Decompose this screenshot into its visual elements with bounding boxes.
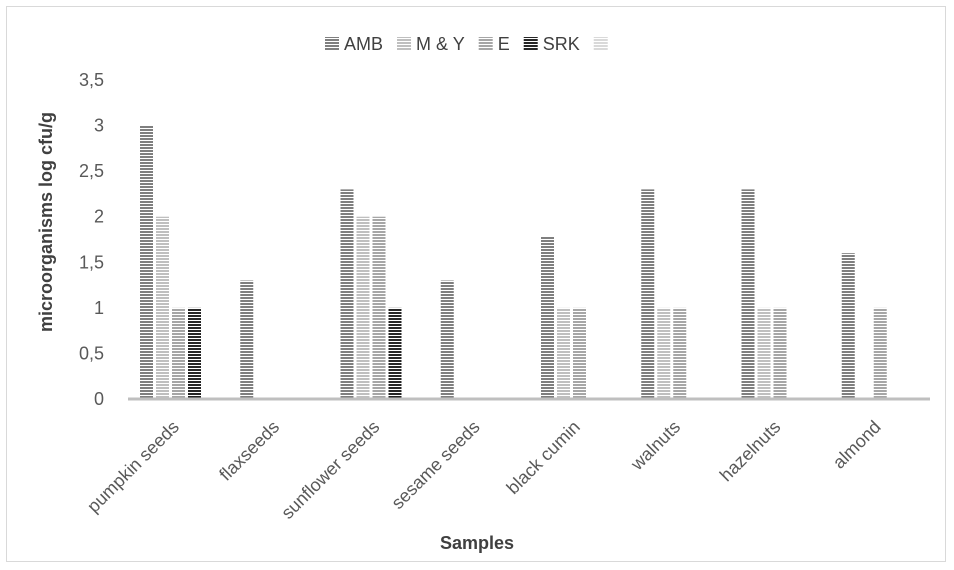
legend-label: M & Y: [416, 34, 465, 54]
y-tick-label: 2,5: [79, 161, 104, 181]
bar: [541, 236, 554, 399]
bar: [841, 253, 855, 399]
legend-swatch: [325, 37, 339, 51]
legend-label: E: [498, 34, 510, 54]
bar: [557, 307, 570, 399]
y-tick-label: 3,5: [79, 70, 104, 90]
bar: [741, 189, 755, 399]
bar: [156, 216, 169, 399]
legend-swatch: [478, 37, 493, 51]
bar: [356, 216, 370, 399]
bar: [140, 125, 153, 400]
bar: [172, 307, 185, 399]
bar: [673, 307, 687, 399]
bar: [757, 307, 771, 399]
legend-swatch: [523, 37, 538, 51]
legend-label: SRK: [543, 34, 580, 54]
x-tick-label: almond: [829, 417, 885, 473]
bar: [773, 307, 787, 399]
y-tick-label: 0: [94, 389, 104, 409]
y-axis-ticks: 0 0,5 1 1,5 2 2,5 3 3,5: [79, 70, 104, 409]
bar: [657, 307, 671, 399]
legend: AMB M & Y E SRK: [325, 34, 608, 54]
x-tick-label: sesame seeds: [387, 417, 483, 513]
y-axis-title: microorganisms log cfu/g: [36, 112, 56, 332]
bar: [240, 280, 254, 399]
bar: [873, 307, 887, 399]
x-tick-label: pumpkin seeds: [83, 417, 183, 517]
legend-label: AMB: [344, 34, 383, 54]
y-tick-label: 1,5: [79, 252, 104, 272]
y-tick-label: 1: [94, 298, 104, 318]
y-tick-label: 0,5: [79, 343, 104, 363]
y-tick-label: 2: [94, 207, 104, 227]
chart-frame: [6, 6, 946, 562]
y-tick-label: 3: [94, 116, 104, 136]
bar: [372, 216, 386, 399]
legend-swatch: [593, 37, 608, 51]
x-tick-label: flaxseeds: [215, 417, 283, 485]
bar: [188, 307, 201, 399]
bar: [388, 307, 402, 399]
bar: [641, 189, 655, 399]
x-tick-label: hazelnuts: [716, 417, 785, 486]
bars: [140, 125, 887, 400]
bar: [573, 307, 586, 399]
x-tick-label: walnuts: [626, 417, 684, 475]
bar: [440, 280, 454, 399]
x-tick-label: black cumin: [503, 417, 584, 498]
x-tick-label: sunflower seeds: [277, 417, 383, 523]
x-axis-title: Samples: [440, 533, 514, 553]
bar: [340, 189, 354, 399]
legend-swatch: [397, 37, 412, 51]
